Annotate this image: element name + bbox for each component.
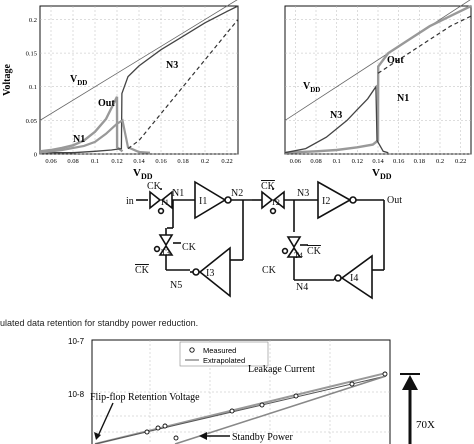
left-series-vdd xyxy=(39,0,238,121)
left-xtick-label: 0.16 xyxy=(155,158,167,165)
inverter-i4-symbol xyxy=(340,254,373,300)
legend-extrapolated: Extrapolated xyxy=(203,356,245,365)
left-xlabel-sub: DD xyxy=(141,172,153,181)
left-ytick-label: 0.2 xyxy=(29,17,37,24)
left-xtick-label: 0.2 xyxy=(201,158,209,165)
schematic-label-t1: T1 xyxy=(160,198,169,207)
left-xtick-label: 0.06 xyxy=(45,158,57,165)
right-xtick-label: 0.12 xyxy=(352,158,363,165)
schematic-label-n4: N4 xyxy=(296,282,308,293)
schematic-label-t3: T3 xyxy=(161,248,170,257)
left-series-n3 xyxy=(40,5,239,154)
left-xtick-label: 0.22 xyxy=(221,158,232,165)
right-series-n3 xyxy=(284,84,389,154)
left-ytick-label: 0.15 xyxy=(26,51,37,58)
schematic-label-i2: I2 xyxy=(322,196,330,207)
right-annotation-out: Out xyxy=(387,55,404,66)
tgate-t4-symbol xyxy=(286,236,302,249)
schematic-label-i4: I4 xyxy=(350,273,358,284)
left-ytick-label: 0.1 xyxy=(29,84,37,91)
latch-schematic xyxy=(136,180,385,300)
left-annotation-n1: N1 xyxy=(73,134,85,145)
annotation-standby-power: Standby Power xyxy=(232,432,294,443)
left-series-out xyxy=(39,96,124,153)
bottom-ytick-1e-7: 10-7 xyxy=(68,337,85,346)
right-series-vdd xyxy=(284,0,471,121)
schematic-label-ckbar-t4: CK xyxy=(307,246,322,257)
left-xtick-label: 0.08 xyxy=(67,158,78,165)
right-xtick-label: 0.06 xyxy=(290,158,302,165)
tgate-t2-symbol xyxy=(261,190,274,210)
right-xtick-label: 0.08 xyxy=(310,158,321,165)
left-xtick-label: 0.14 xyxy=(133,158,145,165)
right-annotation-n3: N3 xyxy=(330,110,342,121)
schematic-label-i3: I3 xyxy=(206,268,214,279)
left-ytick-label: 0 xyxy=(34,152,37,159)
right-xtick-label: 0.14 xyxy=(372,158,384,165)
schematic-label-ck-t3: CK xyxy=(182,242,197,253)
bottom-plot: 10-7 10-8 Measured Extrapolated Leakage … xyxy=(68,337,435,444)
left-ytick-label: 0.05 xyxy=(26,118,37,125)
left-xtick-label: 0.18 xyxy=(177,158,188,165)
schematic-label-t4: T4 xyxy=(294,251,303,260)
left-plot: 0.06 0.08 0.1 0.12 0.14 0.16 0.18 0.2 0.22 0 0.05 0… xyxy=(2,0,239,181)
left-xtick-label: 0.12 xyxy=(111,158,122,165)
annotation-70x: 70X xyxy=(416,419,435,431)
right-xtick-label: 0.18 xyxy=(414,158,425,165)
schematic-label-ck-right: CK xyxy=(262,265,277,276)
schematic-labels: in CK T1 N1 I1 N2 T3 CK CK N5 I3 CK T2 N… xyxy=(126,181,402,293)
schematic-label-ck-t1: CK xyxy=(147,181,162,192)
schematic-label-t2: T2 xyxy=(271,198,280,207)
tgate-t3-symbol xyxy=(158,234,174,247)
schematic-label-out: Out xyxy=(387,195,402,206)
retention-extrapolated-line xyxy=(94,375,387,444)
inverter-i3-symbol xyxy=(198,246,231,298)
right-series-dashed xyxy=(377,15,472,74)
right-xtick-label: 0.1 xyxy=(333,158,341,165)
left-annotation-n3: N3 xyxy=(166,60,178,71)
annotation-retention-voltage: Flip-flop Retention Voltage xyxy=(90,392,200,403)
measured-points xyxy=(144,371,388,441)
schematic-label-n5: N5 xyxy=(170,280,182,291)
left-ylabel: Voltage xyxy=(2,64,13,96)
schematic-label-i1: I1 xyxy=(199,196,207,207)
standby-extrapolated-line xyxy=(174,375,387,444)
right-plot: 0.06 0.08 0.1 0.12 0.14 0.16 0.18 0.2 0.22VDDVDD… xyxy=(284,0,472,181)
left-xlabel: VDD xyxy=(133,167,153,181)
left-series-n1 xyxy=(39,118,151,154)
right-xtick-label: 0.2 xyxy=(436,158,444,165)
tgate-t1-symbol xyxy=(149,190,162,210)
right-annotation-n1: N1 xyxy=(397,93,409,104)
inverter-i2-symbol xyxy=(317,180,352,220)
right-xtick-label: 0.16 xyxy=(393,158,405,165)
left-xtick-label: 0.1 xyxy=(91,158,99,165)
left-annotation-out: Out xyxy=(98,98,115,109)
bottom-legend: Measured Extrapolated xyxy=(179,341,269,367)
schematic-label-ckbar-left: CK xyxy=(135,265,150,276)
bottom-ytick-1e-8: 10-8 xyxy=(68,390,85,399)
inverter-i1-symbol xyxy=(194,180,227,220)
left-annotation-vdd-sub: DD xyxy=(77,79,87,87)
schematic-label-n3: N3 xyxy=(297,188,309,199)
right-xlabel-sub: DD xyxy=(380,172,392,181)
right-annotation-vdd-sub: DD xyxy=(310,86,320,94)
right-series-out xyxy=(284,4,472,154)
annotation-leakage-current: Leakage Current xyxy=(248,364,315,375)
schematic-label-ckbar-t2: CK xyxy=(261,181,276,192)
schematic-label-n2: N2 xyxy=(231,188,243,199)
schematic-label-in: in xyxy=(126,196,134,207)
right-xlabel: VDD xyxy=(372,167,392,181)
right-xtick-label: 0.22 xyxy=(455,158,466,165)
legend-measured: Measured xyxy=(203,346,236,355)
caption-fragment: ulated data retention for standby power … xyxy=(0,318,198,328)
schematic-label-n1: N1 xyxy=(172,188,184,199)
